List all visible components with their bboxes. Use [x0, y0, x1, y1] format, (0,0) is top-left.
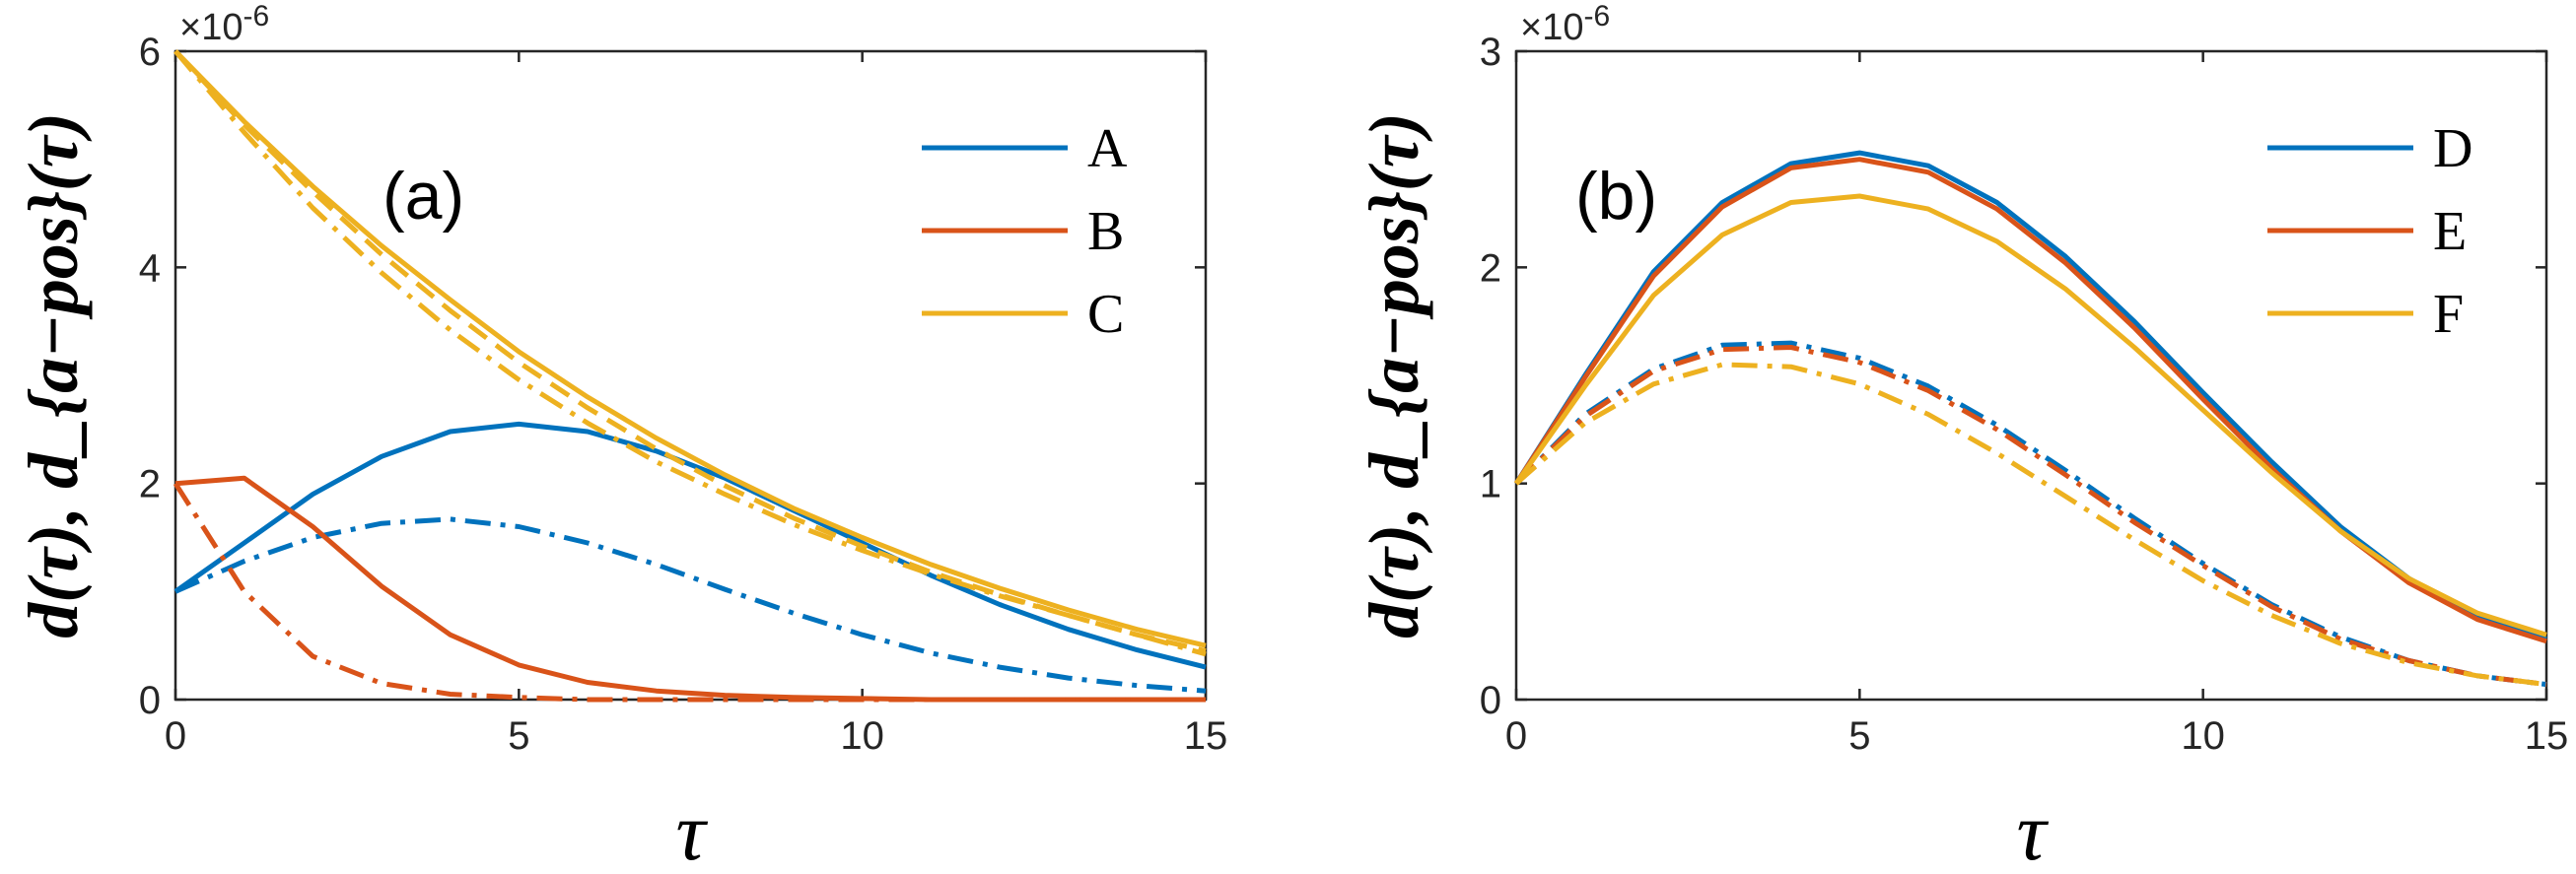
panel-b-ytick-label: 1: [1480, 463, 1501, 506]
panel-b-xtick-label: 10: [2181, 714, 2225, 758]
panel-b-ylabel: d(τ), d_{a−pos}(τ): [1355, 112, 1433, 639]
panel-b-exponent-label: ×10-6: [1520, 0, 1610, 48]
panel-a-legend-label: B: [1087, 201, 1124, 262]
panel-a-series-3-line: [173, 482, 1206, 703]
panel-a-legend-label: C: [1087, 284, 1124, 345]
panel-b-legend-label: D: [2433, 118, 2472, 179]
panel-a-series-0-line: [174, 421, 1207, 670]
panel-a-exponent-label: ×10-6: [179, 0, 269, 48]
panel-b-series-4-line: [1513, 193, 2547, 638]
panel-a-ytick-label: 4: [139, 246, 161, 290]
panel-b-xtick-label: 15: [2525, 714, 2569, 758]
panel-b-exponent-base: ×10: [1520, 7, 1583, 48]
panel-a-ylabel: d(τ), d_{a−pos}(τ): [14, 112, 93, 639]
panel-b-ytick-label: 3: [1480, 31, 1501, 74]
panel-a-series-5-line: [174, 49, 1207, 654]
panel-b-legend-label: F: [2433, 284, 2464, 345]
panel-b-xtick-label: 0: [1505, 714, 1527, 758]
panel-b-ytick-label: 0: [1480, 679, 1501, 722]
panel-a-xtick-label: 15: [1184, 714, 1228, 758]
panel-a-ytick-label: 6: [139, 31, 161, 74]
panel-a-panel-label: (a): [383, 159, 464, 234]
panel-b-xtick-label: 5: [1848, 714, 1870, 758]
panel-a-xtick-label: 10: [840, 714, 884, 758]
panel-a-xlabel: τ: [675, 786, 708, 874]
panel-b-series-5-line: [1514, 362, 2547, 688]
panel-b-exponent-power: -6: [1583, 0, 1610, 33]
panel-a-series-1-line: [174, 516, 1207, 694]
panel-b-axes-box: [1514, 49, 2548, 702]
panel-a: 0 5 10 15 0 2 4 6 ×10-6 ABC (a) τ d(τ), d_{a−pos}(τ): [14, 0, 1227, 874]
panel-a-series-6-line: [174, 49, 1207, 657]
panel-b-series-3-line: [1514, 345, 2547, 688]
panel-b-ytick-label: 2: [1480, 246, 1501, 290]
panel-a-xtick-label: 0: [165, 714, 186, 758]
panel-a-ytick-label: 0: [139, 679, 161, 722]
panel-b-series-1-line: [1514, 340, 2547, 688]
panel-a-xtick-label: 5: [508, 714, 529, 758]
panel-b: 0 5 10 15 0 1 2 3 ×10-6 DEF (b) τ d(τ), d_{a−pos}(τ): [1355, 0, 2568, 874]
panel-a-series-2-line: [174, 475, 1206, 703]
panel-a-ytick-label: 2: [139, 463, 161, 506]
panel-a-series-4-line: [174, 49, 1207, 648]
panel-b-panel-label: (b): [1575, 159, 1657, 234]
panel-a-exponent-base: ×10: [179, 7, 243, 48]
panel-a-exponent-power: -6: [243, 0, 269, 33]
panel-a-legend-label: A: [1087, 118, 1128, 179]
panel-b-legend-label: E: [2433, 201, 2467, 262]
panel-b-xlabel: τ: [2016, 786, 2049, 874]
